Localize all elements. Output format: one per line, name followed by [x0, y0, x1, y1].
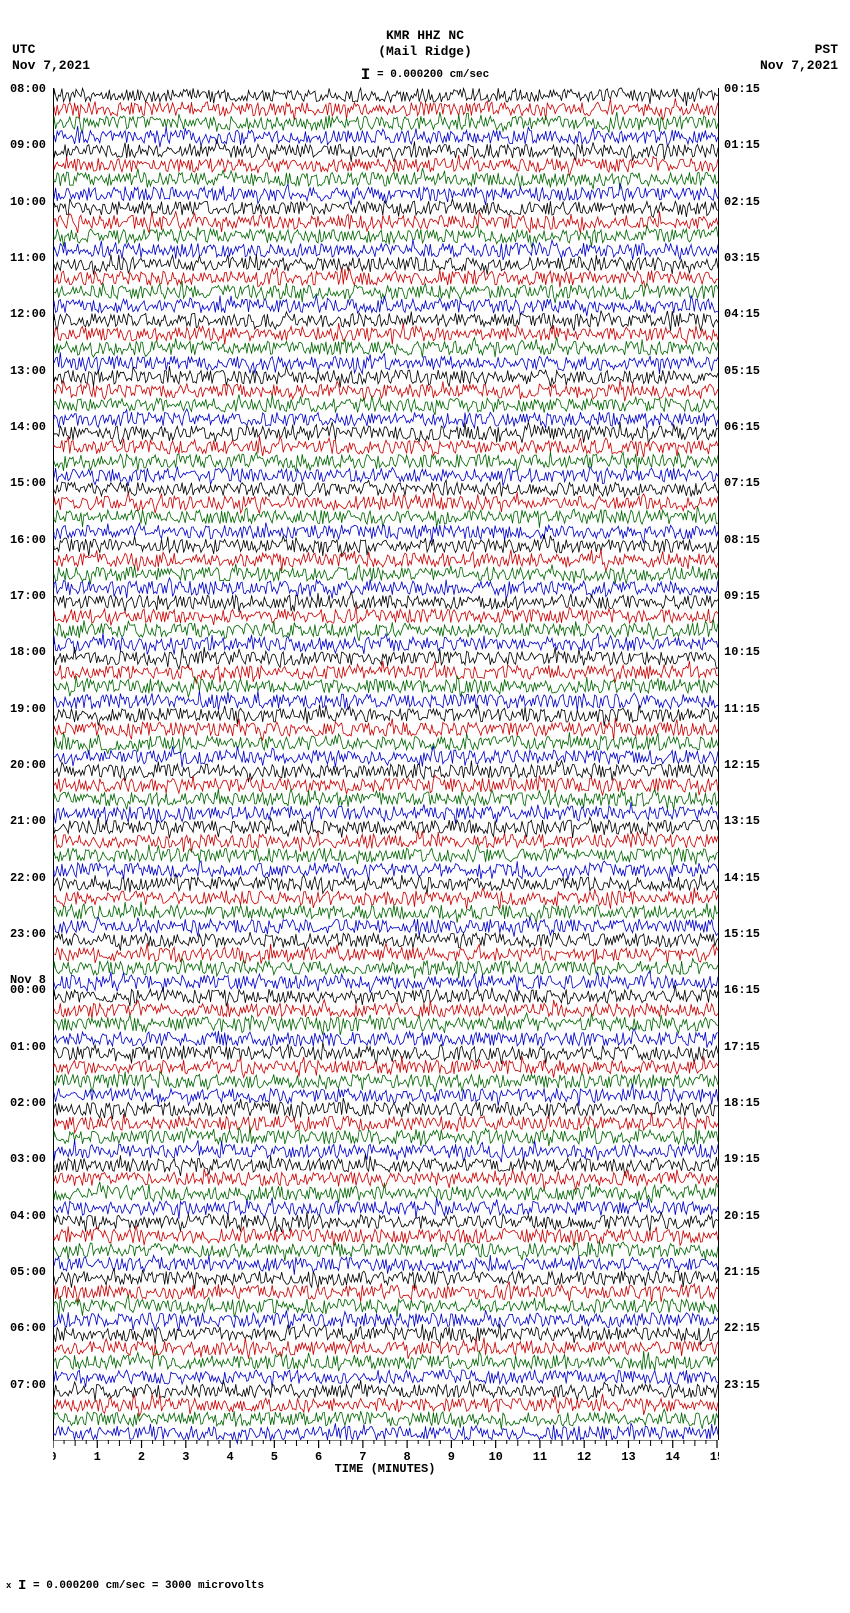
left-hour-label: 15:00	[10, 476, 46, 490]
right-hour-label: 02:15	[724, 195, 760, 209]
right-timezone: PST	[815, 42, 838, 57]
left-hour-label: 00:00	[10, 983, 46, 997]
left-hour-label: 21:00	[10, 814, 46, 828]
x-axis-label: TIME (MINUTES)	[53, 1462, 717, 1476]
right-hour-label: 14:15	[724, 871, 760, 885]
right-hour-labels: 00:1501:1502:1503:1504:1505:1506:1507:15…	[720, 88, 780, 1440]
footer-scale: x I = 0.000200 cm/sec = 3000 microvolts	[6, 1577, 264, 1593]
helicorder-container: KMR HHZ NC (Mail Ridge) I = 0.000200 cm/…	[0, 0, 850, 1613]
right-hour-label: 11:15	[724, 702, 760, 716]
left-hour-label: 12:00	[10, 307, 46, 321]
left-hour-label: 14:00	[10, 420, 46, 434]
station-code: KMR HHZ NC	[0, 28, 850, 43]
scale-text: = 0.000200 cm/sec	[377, 69, 489, 81]
right-hour-label: 05:15	[724, 364, 760, 378]
left-hour-label: 18:00	[10, 645, 46, 659]
left-hour-label: 10:00	[10, 195, 46, 209]
right-hour-label: 15:15	[724, 927, 760, 941]
right-date: Nov 7,2021	[760, 58, 838, 73]
left-hour-label: 08:00	[10, 82, 46, 96]
station-name: (Mail Ridge)	[0, 44, 850, 59]
left-hour-label: 17:00	[10, 589, 46, 603]
right-hour-label: 23:15	[724, 1378, 760, 1392]
left-date: Nov 7,2021	[12, 58, 90, 73]
left-hour-label: 05:00	[10, 1265, 46, 1279]
right-hour-label: 12:15	[724, 758, 760, 772]
left-hour-label: 23:00	[10, 927, 46, 941]
left-hour-label: 01:00	[10, 1040, 46, 1054]
right-hour-label: 06:15	[724, 420, 760, 434]
left-hour-label: 06:00	[10, 1321, 46, 1335]
left-hour-label: 04:00	[10, 1209, 46, 1223]
scale-indicator: I = 0.000200 cm/sec	[0, 64, 850, 82]
left-hour-label: 07:00	[10, 1378, 46, 1392]
left-hour-label: 09:00	[10, 138, 46, 152]
right-hour-label: 20:15	[724, 1209, 760, 1223]
right-hour-label: 17:15	[724, 1040, 760, 1054]
right-hour-label: 16:15	[724, 983, 760, 997]
left-hour-label: 16:00	[10, 533, 46, 547]
left-hour-label: 02:00	[10, 1096, 46, 1110]
right-hour-label: 09:15	[724, 589, 760, 603]
right-hour-label: 07:15	[724, 476, 760, 490]
right-hour-label: 08:15	[724, 533, 760, 547]
footer-text: = 0.000200 cm/sec = 3000 microvolts	[33, 1580, 264, 1592]
left-hour-label: 20:00	[10, 758, 46, 772]
right-hour-label: 19:15	[724, 1152, 760, 1166]
right-hour-label: 04:15	[724, 307, 760, 321]
right-hour-label: 22:15	[724, 1321, 760, 1335]
right-hour-label: 21:15	[724, 1265, 760, 1279]
right-hour-label: 01:15	[724, 138, 760, 152]
right-hour-label: 13:15	[724, 814, 760, 828]
left-hour-label: 11:00	[10, 251, 46, 265]
left-hour-label: 22:00	[10, 871, 46, 885]
right-hour-label: 10:15	[724, 645, 760, 659]
right-hour-label: 18:15	[724, 1096, 760, 1110]
left-timezone: UTC	[12, 42, 35, 57]
left-hour-label: 13:00	[10, 364, 46, 378]
left-hour-labels: 08:0009:0010:0011:0012:0013:0014:0015:00…	[0, 88, 50, 1440]
right-hour-label: 00:15	[724, 82, 760, 96]
left-hour-label: 03:00	[10, 1152, 46, 1166]
helicorder-plot	[53, 88, 719, 1440]
left-hour-label: 19:00	[10, 702, 46, 716]
right-hour-label: 03:15	[724, 251, 760, 265]
